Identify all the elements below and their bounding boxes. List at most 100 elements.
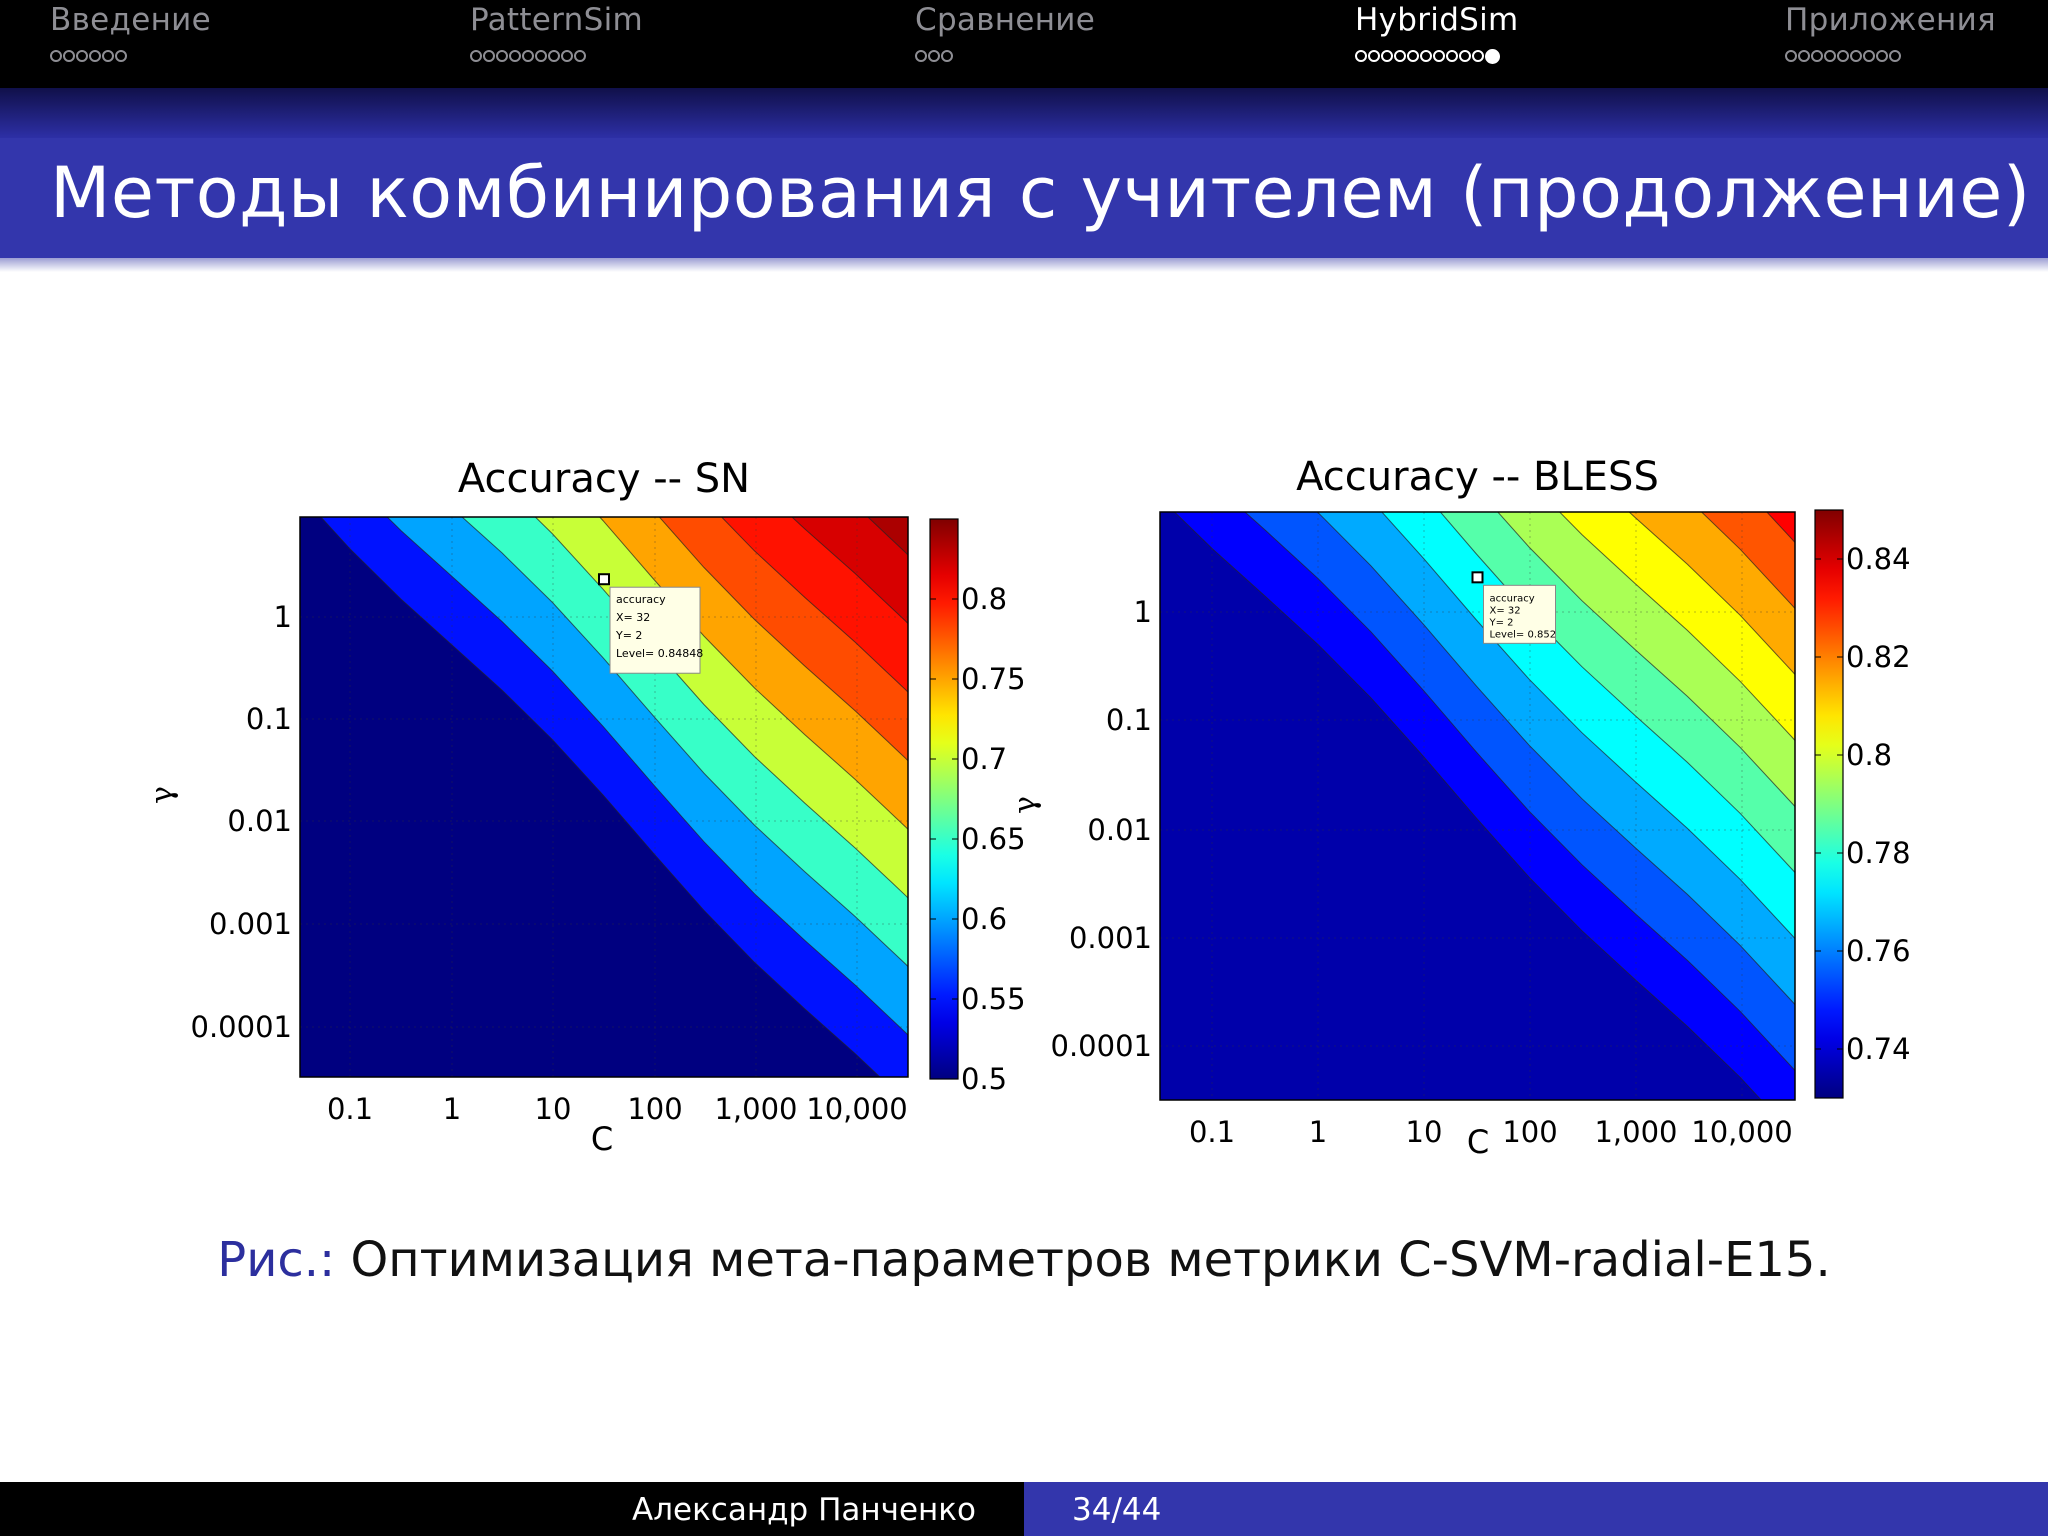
frame-dot[interactable] [548,50,560,62]
frame-dot[interactable] [522,50,534,62]
colorbar-tick-label: 0.65 [961,822,1026,856]
frame-dot[interactable] [1850,50,1862,62]
datatip-line: X= 32 [1490,605,1521,616]
y-tick-label: 0.0001 [1051,1029,1152,1063]
frame-dot[interactable] [1355,50,1367,62]
colorbar-tick-label: 0.76 [1846,934,1911,968]
nav-section-label[interactable]: Введение [50,2,212,38]
y-tick-label: 0.01 [1087,813,1152,847]
y-tick-label: 0.1 [246,702,292,736]
frame-dot[interactable] [1433,50,1445,62]
colorbar-tick-label: 0.7 [961,742,1007,776]
frame-dot[interactable] [574,50,586,62]
frame-dot[interactable] [76,50,88,62]
frame-dot[interactable] [1459,50,1471,62]
current-frame-dot[interactable] [1485,49,1500,64]
footer-author-area: Александр Панченко [0,1482,1024,1536]
y-tick-label: 0.1 [1106,703,1152,737]
title-band-gradient [0,88,2048,138]
nav-section-label[interactable]: Приложения [1785,2,1996,38]
frame-dot[interactable] [1368,50,1380,62]
chart-title: Accuracy -- BLESS [1296,454,1659,500]
plot-frame [299,516,909,1078]
y-tick-label: 0.001 [1069,921,1152,955]
nav-section-label[interactable]: PatternSim [470,2,644,38]
datatip-marker[interactable] [598,573,610,586]
frame-dot[interactable] [928,50,940,62]
slide-title: Методы комбинирования с учителем (продол… [50,152,2031,234]
x-tick-label: 10 [535,1092,572,1126]
frame-dot[interactable] [561,50,573,62]
frame-dot[interactable] [1889,50,1901,62]
frame-dot[interactable] [1407,50,1419,62]
frame-dot[interactable] [915,50,927,62]
frame-dot[interactable] [1798,50,1810,62]
colorbar [1814,509,1844,1099]
x-tick-label: 0.1 [1189,1115,1235,1149]
frame-dot[interactable] [535,50,547,62]
x-tick-label: 100 [1502,1115,1557,1149]
chart-title: Accuracy -- SN [458,456,750,502]
x-axis-label: C [591,1120,613,1158]
frame-dot[interactable] [1472,50,1484,62]
contour-band [300,517,881,1077]
nav-frame-dots [470,50,587,66]
charts-canvas: Accuracy -- SN 0.1 1 10 100 1,000 10,000 1 0.1 0.… [145,454,1911,1161]
heatmap-chart-0: Accuracy -- SN 0.1 1 10 100 1,000 10,000 1 0.1 0.… [145,456,1026,1158]
page-number: 34/44 [1072,1492,1162,1528]
title-shadow [0,258,2048,272]
footer-page-area: 34/44 [1024,1482,2048,1536]
frame-dot[interactable] [1837,50,1849,62]
colorbar-tick-label: 0.6 [961,902,1007,936]
colorbar [929,518,959,1080]
x-tick-label: 100 [627,1092,682,1126]
datatip-line: accuracy [616,593,666,606]
y-tick-label: 0.0001 [191,1010,292,1044]
y-axis-label: γ [1008,796,1043,814]
frame-dot[interactable] [1811,50,1823,62]
frame-dot[interactable] [1824,50,1836,62]
colorbar-tick-label: 0.8 [961,582,1007,616]
x-tick-label: 1 [1309,1115,1327,1149]
section-navigation: Введение PatternSim Сравнение HybridSim Прил… [0,0,2048,88]
nav-frame-dots [1785,50,1902,66]
frame-dot[interactable] [1420,50,1432,62]
colorbar-tick-label: 0.55 [961,982,1026,1016]
caption-prefix: Рис.: [217,1232,336,1288]
heatmap-chart-1: Accuracy -- BLESS 0.1 1 10 100 1,000 10,000 1 0.… [1008,454,1911,1161]
nav-section-label[interactable]: HybridSim [1355,2,1519,38]
colorbar-tick-label: 0.8 [1846,738,1892,772]
frame-dot[interactable] [50,50,62,62]
frame-dot[interactable] [1381,50,1393,62]
nav-section-label[interactable]: Сравнение [915,2,1096,38]
frame-dot[interactable] [1446,50,1458,62]
frame-dot[interactable] [1394,50,1406,62]
y-tick-label: 0.001 [209,907,292,941]
frame-dot[interactable] [89,50,101,62]
datatip-line: Y= 2 [615,629,642,642]
colorbar-tick-label: 0.82 [1846,640,1911,674]
x-tick-label: 10 [1406,1115,1443,1149]
frame-dot[interactable] [470,50,482,62]
colorbar-tick-label: 0.84 [1846,542,1911,576]
frame-dot[interactable] [496,50,508,62]
frame-dot[interactable] [102,50,114,62]
frame-dot[interactable] [1863,50,1875,62]
frame-dot[interactable] [941,50,953,62]
x-tick-label: 10,000 [1691,1115,1792,1149]
datatip-line: Level= 0.84848 [616,647,703,660]
x-tick-label: 0.1 [327,1092,373,1126]
datatip-marker[interactable] [1471,571,1484,584]
y-axis-label: γ [145,786,180,804]
frame-dot[interactable] [1876,50,1888,62]
frame-dot[interactable] [483,50,495,62]
colorbar-tick-label: 0.78 [1846,836,1911,870]
frame-dot[interactable] [63,50,75,62]
frame-dot[interactable] [115,50,127,62]
frame-dot[interactable] [1785,50,1797,62]
contour-band [1160,512,1762,1100]
title-bar [0,138,2048,258]
frame-dot[interactable] [509,50,521,62]
x-tick-label: 1,000 [714,1092,797,1126]
datatip-line: Level= 0.852 [1490,629,1557,640]
